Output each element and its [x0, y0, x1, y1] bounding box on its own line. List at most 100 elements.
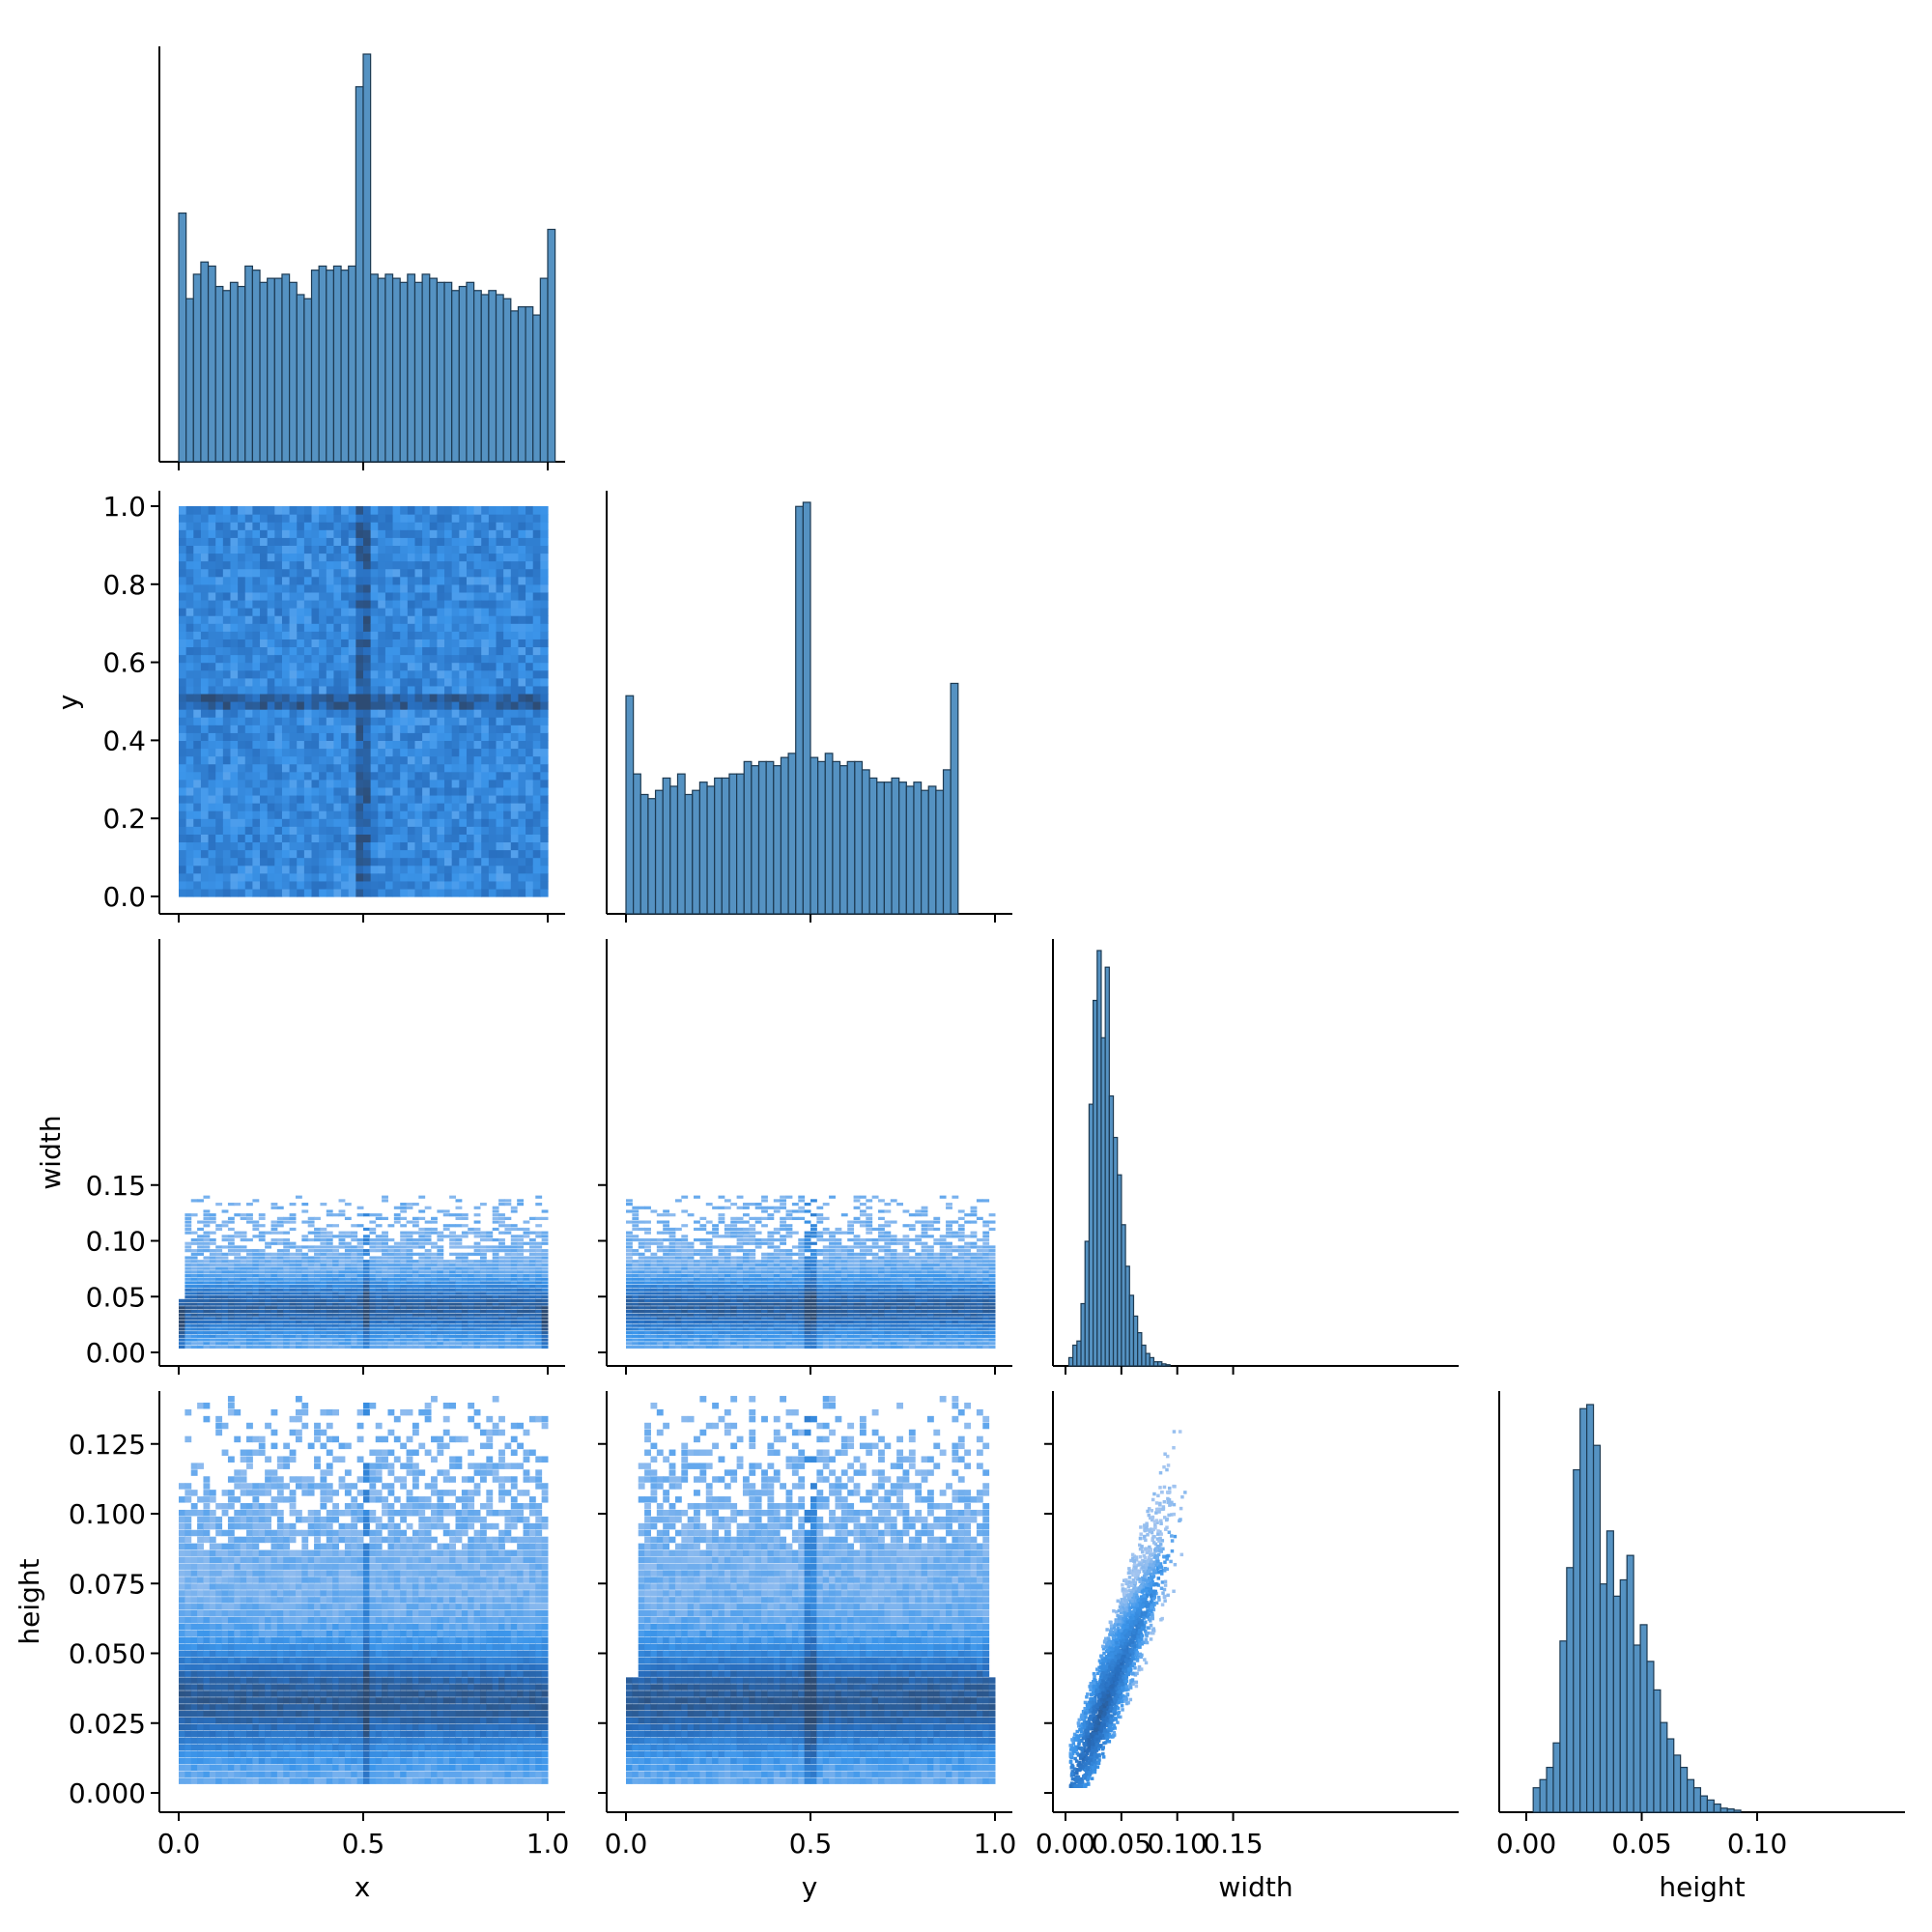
heatmap-cell — [314, 1249, 321, 1253]
heatmap-cell — [387, 1327, 395, 1331]
heatmap-cell — [638, 1338, 645, 1342]
heatmap-cell — [528, 1252, 536, 1256]
heatmap-cell — [418, 1331, 426, 1335]
heatmap-cell — [307, 1334, 315, 1338]
heatmap-cell — [375, 1266, 383, 1270]
heatmap-cell — [185, 1313, 192, 1317]
heatmap-cell — [311, 880, 320, 890]
heatmap-cell — [384, 560, 394, 570]
heatmap-cell — [674, 1323, 682, 1327]
heatmap-cell — [674, 1288, 682, 1292]
heatmap-cell — [307, 1309, 315, 1314]
heatmap-cell — [498, 1199, 505, 1203]
heatmap-cell — [437, 1285, 444, 1289]
heatmap-cell — [392, 755, 401, 765]
heatmap-cell — [382, 1263, 388, 1267]
heatmap-cell — [504, 1295, 512, 1299]
heatmap-cell — [332, 1256, 340, 1260]
heatmap-cell — [663, 1338, 670, 1342]
heatmap-cell — [240, 1281, 247, 1285]
heatmap-cell — [532, 608, 541, 616]
heatmap-cell — [221, 1320, 229, 1324]
heatmap-cell — [451, 872, 460, 882]
heatmap-cell — [656, 1317, 664, 1321]
heatmap-cell — [626, 1237, 633, 1242]
heatmap-cell — [274, 529, 283, 538]
heatmap-cell — [208, 740, 216, 750]
heatmap-cell — [437, 506, 445, 515]
heatmap-cell — [197, 1237, 204, 1242]
heatmap-cell — [375, 1313, 383, 1317]
heatmap-cell — [442, 1320, 450, 1324]
heatmap-cell — [200, 537, 210, 546]
heatmap-cell — [382, 1295, 388, 1299]
heatmap-cell — [344, 1327, 352, 1331]
heatmap-cell — [274, 646, 283, 656]
heatmap-cell — [540, 810, 549, 819]
heatmap-cell — [240, 1327, 247, 1331]
heatmap-cell — [481, 654, 490, 664]
heatmap-cell — [193, 701, 202, 710]
heatmap-cell — [510, 1317, 518, 1321]
heatmap-cell — [632, 1220, 639, 1224]
heatmap-cell — [319, 888, 327, 897]
heatmap-cell — [528, 1266, 536, 1270]
heatmap-cell — [203, 1270, 211, 1274]
heatmap-cell — [540, 669, 549, 679]
heatmap-cell — [179, 1342, 185, 1346]
heatmap-cell — [344, 1320, 352, 1324]
heatmap-cell — [185, 818, 194, 827]
heatmap-cell — [260, 553, 269, 562]
y-histogram-bars-bar — [935, 789, 945, 915]
heatmap-cell — [363, 1252, 370, 1256]
heatmap-cell — [541, 1313, 549, 1317]
heatmap-cell — [289, 583, 298, 593]
heatmap-cell — [193, 591, 202, 601]
heatmap-cell — [209, 1309, 216, 1314]
heatmap-cell — [528, 1216, 536, 1220]
x-histogram-bars-bar — [178, 212, 187, 463]
heatmap-cell — [431, 1317, 438, 1321]
heatmap-cell — [297, 677, 305, 687]
heatmap-cell — [185, 1213, 192, 1217]
heatmap-cell — [535, 1338, 543, 1342]
heatmap-cell — [276, 1292, 284, 1295]
heatmap-cell — [208, 654, 216, 664]
heatmap-cell — [498, 1334, 505, 1338]
heatmap-cell — [370, 576, 379, 585]
heatmap-cell — [332, 1306, 340, 1310]
heatmap-cell — [369, 1306, 377, 1310]
heatmap-cell — [407, 810, 416, 819]
heatmap-cell — [503, 537, 512, 546]
heatmap-cell — [274, 857, 283, 867]
heatmap-cell — [644, 1285, 651, 1289]
heatmap-cell — [356, 1317, 364, 1321]
heatmap-cell — [412, 1313, 419, 1317]
heatmap-cell — [348, 568, 356, 578]
heatmap-cell — [363, 537, 372, 546]
heatmap-cell — [370, 623, 379, 632]
heatmap-cell — [208, 639, 216, 648]
heatmap-cell — [488, 583, 497, 593]
heatmap-cell — [400, 1245, 408, 1249]
heatmap-cell — [412, 1285, 419, 1289]
heatmap-cell — [384, 709, 394, 718]
heatmap-cell — [301, 1302, 309, 1306]
heatmap-cell — [295, 1298, 302, 1302]
heatmap-cell — [437, 583, 445, 593]
heatmap-cell — [303, 685, 313, 695]
heatmap-cell — [370, 701, 379, 710]
heatmap-cell — [297, 724, 305, 733]
heatmap-cell — [473, 1235, 481, 1238]
heatmap-cell — [332, 1338, 340, 1342]
heatmap-cell — [209, 1263, 216, 1267]
heatmap-cell — [363, 1309, 370, 1314]
heatmap-cell — [270, 1327, 278, 1331]
heatmap-cell — [356, 1331, 364, 1335]
heatmap-cell — [644, 1345, 651, 1350]
heatmap-cell — [289, 662, 298, 671]
heatmap-cell — [461, 1288, 469, 1292]
heatmap-cell — [200, 709, 210, 718]
heatmap-cell — [193, 740, 202, 750]
heatmap-cell — [492, 1277, 499, 1281]
